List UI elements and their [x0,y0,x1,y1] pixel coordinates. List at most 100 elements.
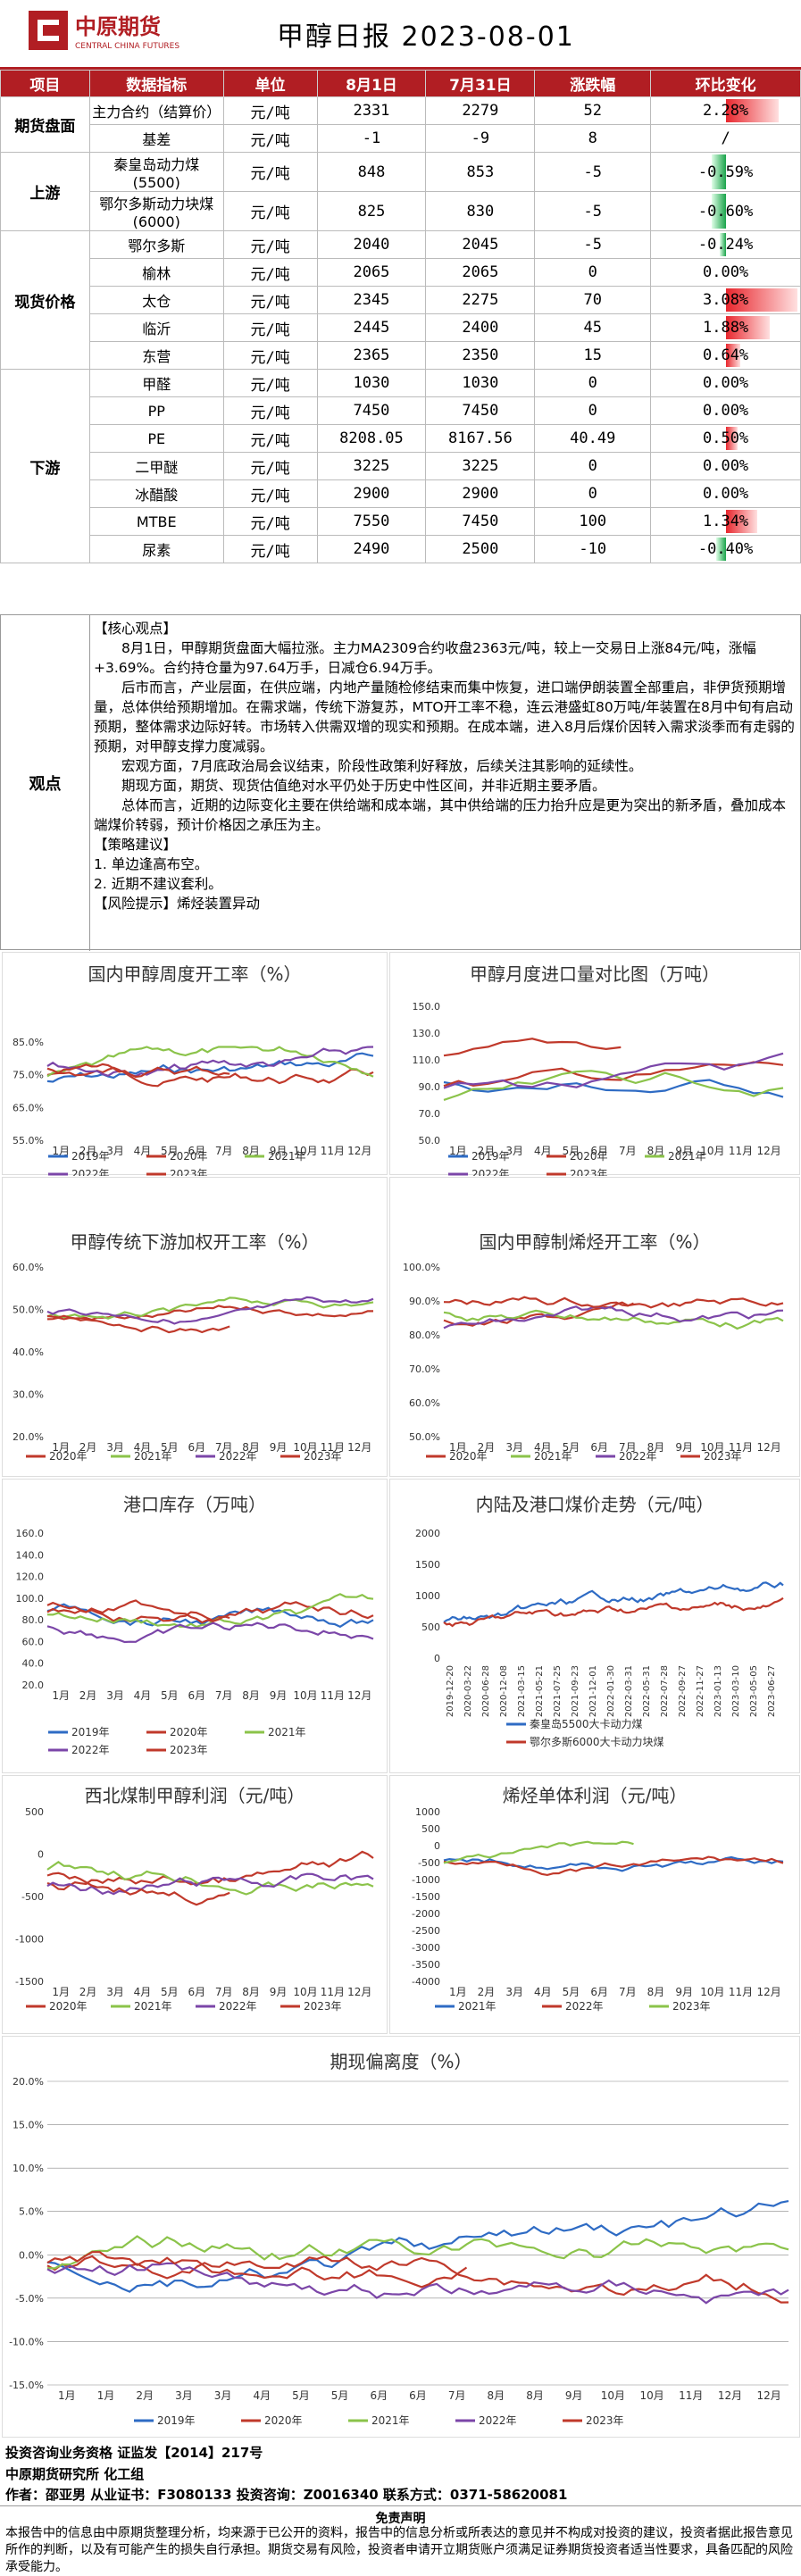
y-tick-label: 20.0% [13,1431,44,1443]
cell-pct: 0.00% [650,479,801,508]
pct-label: 1.34% [702,513,749,530]
x-tick-label: 8月 [647,1145,665,1157]
legend-label: 2021年 [268,1150,306,1163]
x-tick-label: 4月 [534,1145,552,1157]
table-row: 东营 元/吨 2365 2350 15 0.64% [1,341,801,370]
x-tick-label: 5月 [292,2389,310,2402]
cell-ind: 鄂尔多斯动力块煤 (6000) [88,191,224,231]
series-line-2023年 [46,2251,468,2288]
x-tick-label: 12月 [347,1689,371,1702]
legend-label: 2022年 [565,2000,604,2013]
x-tick-label: 10月 [700,1145,724,1157]
series-line-2023年 [46,1872,230,1906]
x-tick-label: 2021-03-15 [517,1665,527,1717]
x-tick-label: 5月 [563,1986,580,1998]
y-tick-label: 50.0% [409,1431,440,1443]
header: 中原期货 CENTRAL CHINA FUTURES 甲醇日报 2023-08-… [0,0,801,70]
x-tick-label: 8月 [242,1689,260,1702]
table-row: 上游 秦皇岛动力煤 (5500) 元/吨 848 853 -5 -0.59% [0,152,801,231]
x-tick-label: 6月 [590,1145,608,1157]
x-tick-label: 6月 [370,2389,388,2402]
cell-unit: 元/吨 [222,479,318,508]
x-tick-label: 2月 [478,1145,496,1157]
x-tick-label: 2020-03-22 [463,1665,473,1717]
cell-d2: 2275 [425,286,536,314]
cell-ind: 主力合约（结算价） [88,96,224,125]
legend-label: 2020年 [449,1450,488,1463]
table-row: 期货盘面 主力合约（结算价） 元/吨 2331 2279 52 2.28% [0,96,801,153]
x-tick-label: 8月 [242,1986,260,1998]
x-tick-label: 9月 [675,1145,693,1157]
legend-label: 秦皇岛5500大卡动力煤 [530,1717,643,1730]
cell-d1: 2445 [316,313,427,342]
cell-pct: 0.00% [650,452,801,480]
x-tick-label: 1月 [449,1986,467,1998]
change-bar [711,194,726,229]
pct-label: -0.59% [697,163,754,181]
cell-d2: 2400 [425,313,536,342]
x-tick-label: 6月 [188,1145,205,1157]
pct-label: / [721,129,730,147]
x-tick-label: 2021-05-21 [535,1665,545,1717]
x-tick-label: 2月 [79,1689,97,1702]
legend-label: 2019年 [471,1150,510,1163]
series-line-2022年 [443,1305,784,1330]
series-line-2021年 [46,1046,374,1078]
legend-label: 2023年 [170,1744,208,1756]
y-tick-label: 1500 [415,1559,440,1571]
legend-label: 2021年 [534,1450,572,1463]
series-line-2022年 [46,1621,374,1644]
y-tick-label: 160.0 [16,1528,45,1539]
change-bar [725,344,741,367]
x-tick-label: 2月 [478,1986,496,1998]
cell-d1: 2065 [316,258,427,287]
cell-unit: 元/吨 [222,286,318,314]
y-tick-label: -10.0% [9,2336,44,2347]
disclaimer-title: 免责声明 [375,2512,426,2526]
x-tick-label: 2023-03-10 [731,1665,741,1717]
x-tick-label: 12月 [718,2389,742,2402]
series-line-2019年 [46,2200,789,2293]
institute-line: 中原期货研究所 化工组 [5,2466,145,2482]
y-tick-label: -1000 [412,1874,440,1886]
x-tick-label: 2021-07-25 [553,1665,563,1717]
x-tick-label: 2023-05-05 [749,1665,759,1717]
cell-unit: 元/吨 [222,396,318,425]
chart-coal-to-methanol-profit: 西北煤制甲醇利润（元/吨） 500 0 -500 -1000 -1500 1月 2月 3月 4月… [2,1775,388,2034]
chart-title: 烯烃单体利润（元/吨） [502,1785,688,1806]
legend-label: 2019年 [71,1150,110,1163]
cell-d2: 2279 [425,96,536,125]
x-tick-label: 2023-01-13 [713,1665,723,1717]
table-row: 鄂尔多斯动力块煤 (6000) 元/吨 825 830 -5 -0.60% [1,191,801,231]
table-row: PE 元/吨 8208.05 8167.56 40.49 0.50% [1,424,801,453]
x-tick-label: 11月 [321,1145,345,1157]
cell-d1: 848 [316,152,427,192]
legend-label: 2019年 [157,2414,196,2427]
cell-chg: 8 [534,124,652,153]
cell-pct: 1.34% [650,507,801,536]
y-tick-label: 40.0 [22,1658,45,1670]
change-bar [712,154,726,189]
y-tick-label: 100.0 [16,1593,45,1605]
disclaimer-text: 本报告中的信息由中原期货整理分析，均来源于已公开的资料，报告中的信息分析或所表达… [5,2526,793,2574]
x-tick-label: 12月 [757,1986,781,1998]
y-tick-label: 75.0% [13,1070,44,1081]
cell-d2: 7450 [425,396,536,425]
x-tick-label: 10月 [639,2389,663,2402]
y-tick-label: 500 [421,1823,440,1835]
x-tick-label: 10月 [293,1145,317,1157]
y-tick-label: -3500 [412,1959,440,1971]
cell-ind: 尿素 [88,535,224,563]
y-tick-label: -1500 [412,1891,440,1903]
y-tick-label: 60.0% [409,1397,440,1409]
cell-pct: 1.88% [650,313,801,342]
x-tick-label: 6月 [590,1986,608,1998]
cell-chg: 52 [534,96,652,125]
y-tick-label: 0 [434,1840,440,1852]
series-line-2023年 [46,1599,230,1624]
series-line-2023年 [46,1314,230,1334]
y-tick-label: 85.0% [13,1037,44,1048]
change-bar [720,233,726,256]
x-tick-label: 1月 [449,1441,467,1454]
svg-text:CENTRAL CHINA FUTURES: CENTRAL CHINA FUTURES [75,42,179,51]
